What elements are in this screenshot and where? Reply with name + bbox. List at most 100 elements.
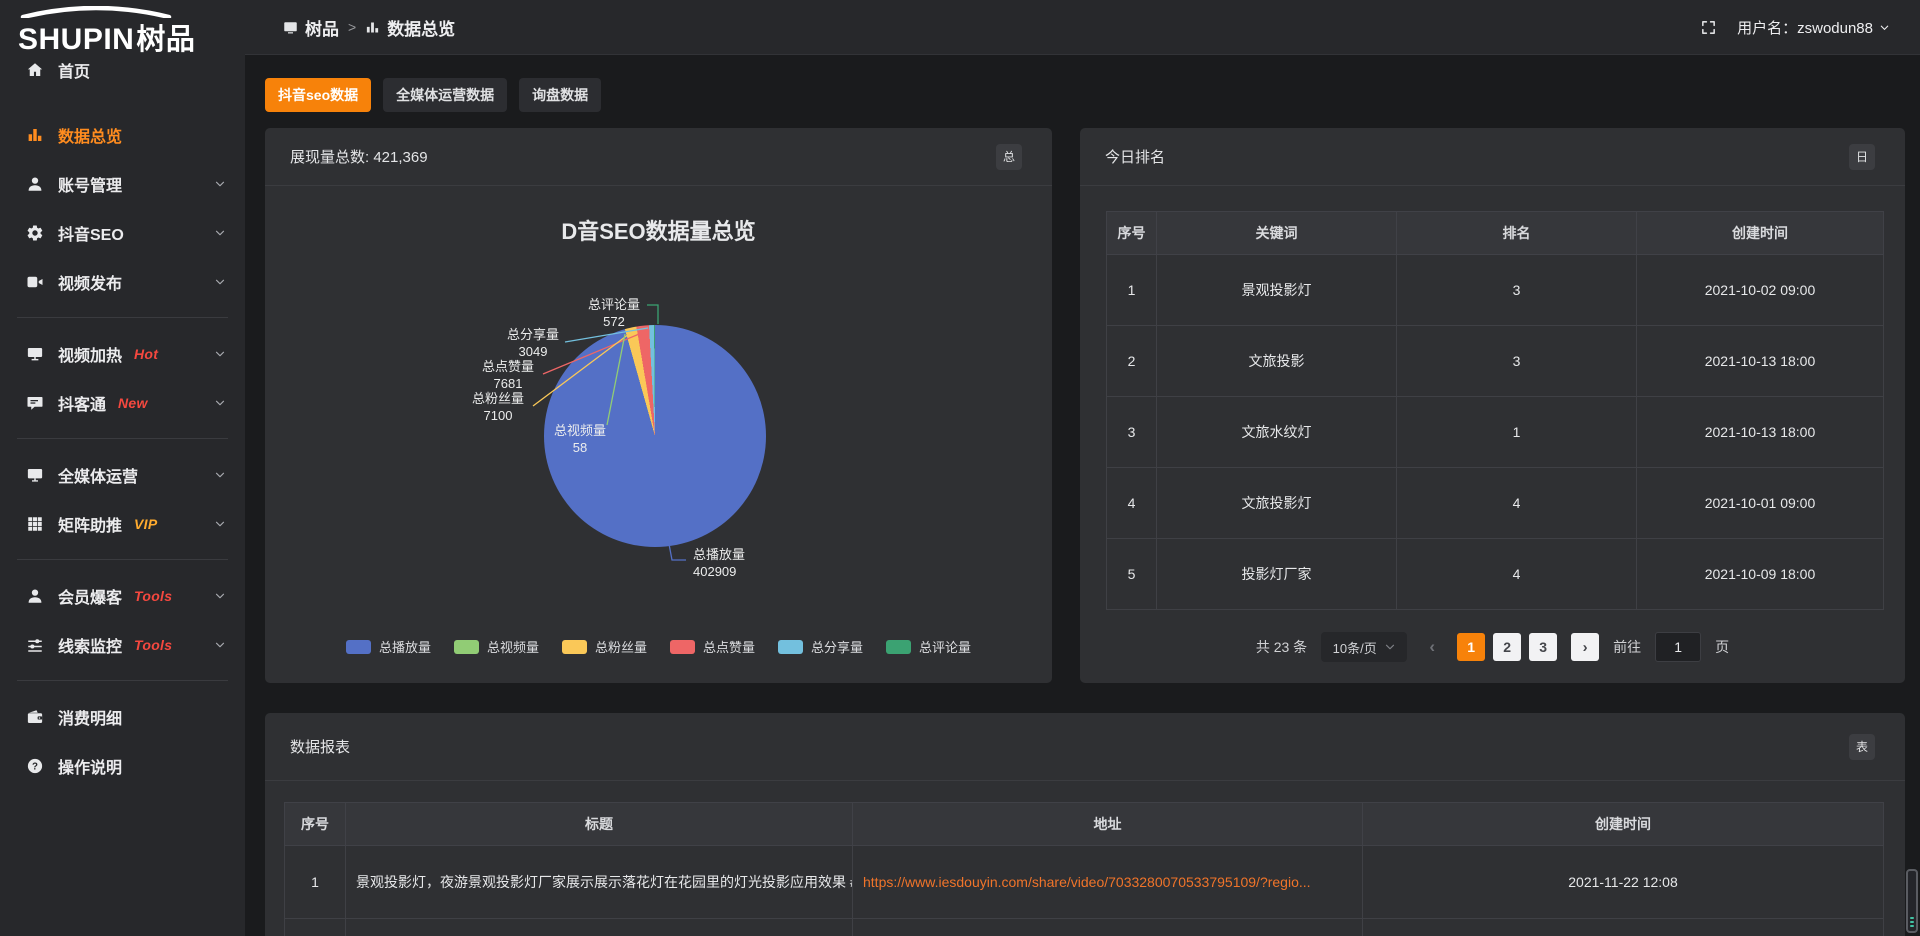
sliders-icon: [25, 635, 45, 655]
table-cell: 2021-10-09 18:00: [1636, 538, 1884, 610]
bar-chart-icon: [25, 125, 45, 145]
sidebar-item-operation-guide[interactable]: ? 操作说明: [0, 741, 245, 790]
legend-item[interactable]: 总视频量: [453, 637, 539, 656]
sidebar-item-tag: Hot: [134, 345, 159, 362]
pagination-total: 共 23 条: [1255, 639, 1308, 655]
question-icon: ?: [25, 756, 45, 776]
sidebar-item-tag: New: [118, 394, 148, 411]
legend-label: 总点赞量: [703, 640, 756, 655]
chevron-down-icon: [1384, 641, 1396, 653]
sidebar-item-account-manage[interactable]: 账号管理: [0, 159, 245, 208]
legend-item[interactable]: 总粉丝量: [561, 637, 647, 656]
breadcrumb-home[interactable]: 树品: [283, 15, 339, 40]
goto-unit-label: 页: [1715, 639, 1730, 655]
sidebar-item-clue-monitor[interactable]: 线索监控 Tools: [0, 620, 245, 669]
page-button-2[interactable]: 2: [1493, 633, 1522, 661]
table-cell: 5: [1106, 538, 1157, 610]
table-cell: 3: [1396, 254, 1637, 326]
legend-swatch: [345, 639, 371, 654]
table-badge-button[interactable]: 表: [1849, 733, 1875, 760]
table-cell: 4: [1106, 467, 1157, 539]
table-cell: 文旅水纹灯: [1156, 396, 1397, 468]
column-header: 序号: [1106, 211, 1157, 255]
chevron-down-icon: [214, 227, 226, 239]
table-cell: 1: [1396, 396, 1637, 468]
rank-panel-header: 今日排名 日: [1080, 128, 1905, 186]
sidebar-item-douyin-seo[interactable]: 抖音SEO: [0, 208, 245, 257]
pagination: 共 23 条 10条/页 ‹ 123 › 前往 页: [1080, 632, 1905, 662]
sidebar: SHUPIN树品 首页数据总览账号管理抖音SEO 视频发布视频加热 Hot 抖客通 Ne…: [0, 0, 245, 936]
next-page-button[interactable]: ›: [1571, 633, 1600, 661]
tab-inquiry-data[interactable]: 询盘数据: [519, 78, 602, 112]
sidebar-item-label: 首页: [58, 63, 91, 81]
tab-douyin-seo-data[interactable]: 抖音seo数据: [265, 78, 372, 112]
message-icon: [25, 393, 45, 413]
pie-label: 总分享量 3049: [488, 326, 578, 360]
legend-item[interactable]: 总评论量: [886, 637, 971, 656]
pie-label: 总播放量 402909: [693, 546, 745, 580]
pie-label-value: 3049: [518, 344, 548, 359]
pie-label-value: 7681: [493, 376, 523, 391]
fullscreen-icon[interactable]: [1700, 19, 1717, 36]
chevron-down-icon: [214, 276, 226, 288]
sidebar-menu: 首页数据总览账号管理抖音SEO 视频发布视频加热 Hot 抖客通 New 全媒体运营 矩阵助…: [0, 45, 245, 790]
user-dropdown[interactable]: 用户名：zswodun88: [1737, 17, 1890, 38]
page-button-3[interactable]: 3: [1529, 633, 1558, 661]
goto-page-input[interactable]: [1655, 632, 1702, 662]
table-header-row: 序号 标题 地址 创建时间: [284, 802, 1884, 846]
sidebar-item-consume-detail[interactable]: 消费明细: [0, 692, 245, 741]
pie-label-name: 总粉丝量: [471, 391, 524, 406]
pie-label-name: 总点赞量: [481, 359, 534, 374]
brand-logo[interactable]: SHUPIN树品: [16, 6, 231, 56]
table-cell: 2021-10-02 09:00: [1636, 254, 1884, 326]
sidebar-item-label: 抖客通: [58, 396, 107, 414]
sidebar-item-video-heat[interactable]: 视频加热 Hot: [0, 329, 245, 378]
sidebar-item-label: 数据总览: [58, 128, 123, 146]
sidebar-item-member-baoke[interactable]: 会员爆客 Tools: [0, 571, 245, 620]
table-row: 2 文旅投影 3 2021-10-13 18:00: [1106, 325, 1884, 397]
seo-chart-panel: 展现量总数: 421,369 总 D音SEO数据量总览 总播放量 402909 总视…: [265, 128, 1052, 683]
bar-chart-icon: [365, 20, 380, 35]
page-size-select[interactable]: 10条/页: [1321, 632, 1408, 662]
legend-item[interactable]: 总点赞量: [670, 637, 755, 656]
column-header: 创建时间: [1362, 802, 1884, 846]
table-cell: 4: [1396, 538, 1637, 610]
legend-item[interactable]: 总分享量: [778, 637, 863, 656]
prev-page-button[interactable]: ‹: [1429, 637, 1435, 656]
app-window-icon: [283, 20, 298, 35]
main-content: 抖音seo数据 全媒体运营数据 询盘数据 展现量总数: 421,369 总 D音SE…: [245, 55, 1920, 936]
data-tabs: 抖音seo数据 全媒体运营数据 询盘数据: [265, 78, 602, 112]
table-cell: 文旅投影灯: [1156, 467, 1397, 539]
tab-media-ops-data[interactable]: 全媒体运营数据: [383, 78, 508, 112]
total-badge-button[interactable]: 总: [996, 143, 1022, 170]
sidebar-item-home[interactable]: 首页: [0, 45, 245, 94]
table-cell: [345, 918, 853, 936]
legend-swatch: [561, 639, 587, 654]
sidebar-divider: [17, 680, 228, 681]
legend-swatch: [670, 639, 695, 654]
scrollbar[interactable]: [1906, 869, 1918, 933]
table-row: 1 景观投影灯 3 2021-10-02 09:00: [1106, 254, 1884, 326]
page-button-1[interactable]: 1: [1457, 633, 1486, 661]
video-url-link[interactable]: https://www.iesdouyin.com/share/video/70…: [863, 874, 1311, 890]
sidebar-item-data-overview[interactable]: 数据总览: [0, 110, 245, 159]
video-camera-icon: [25, 272, 45, 292]
sidebar-item-label: 账号管理: [58, 177, 123, 195]
sidebar-item-media-ops[interactable]: 全媒体运营: [0, 450, 245, 499]
day-badge-button[interactable]: 日: [1849, 143, 1875, 170]
breadcrumb-current-label: 数据总览: [387, 19, 456, 39]
breadcrumb-current[interactable]: 数据总览: [365, 15, 455, 40]
sidebar-item-douketong[interactable]: 抖客通 New: [0, 378, 245, 427]
chevron-down-icon: [214, 518, 226, 530]
legend-swatch: [453, 639, 479, 654]
legend-swatch: [778, 639, 804, 654]
pie-label-value: 402909: [693, 564, 737, 579]
pie-label-value: 572: [603, 314, 625, 329]
pie-label: 总粉丝量 7100: [453, 390, 543, 424]
sidebar-item-label: 操作说明: [58, 759, 123, 777]
sidebar-item-matrix-boost[interactable]: 矩阵助推 VIP: [0, 499, 245, 548]
sidebar-item-video-publish[interactable]: 视频发布: [0, 257, 245, 306]
legend-item[interactable]: 总播放量: [345, 637, 431, 656]
chevron-down-icon: [214, 469, 226, 481]
